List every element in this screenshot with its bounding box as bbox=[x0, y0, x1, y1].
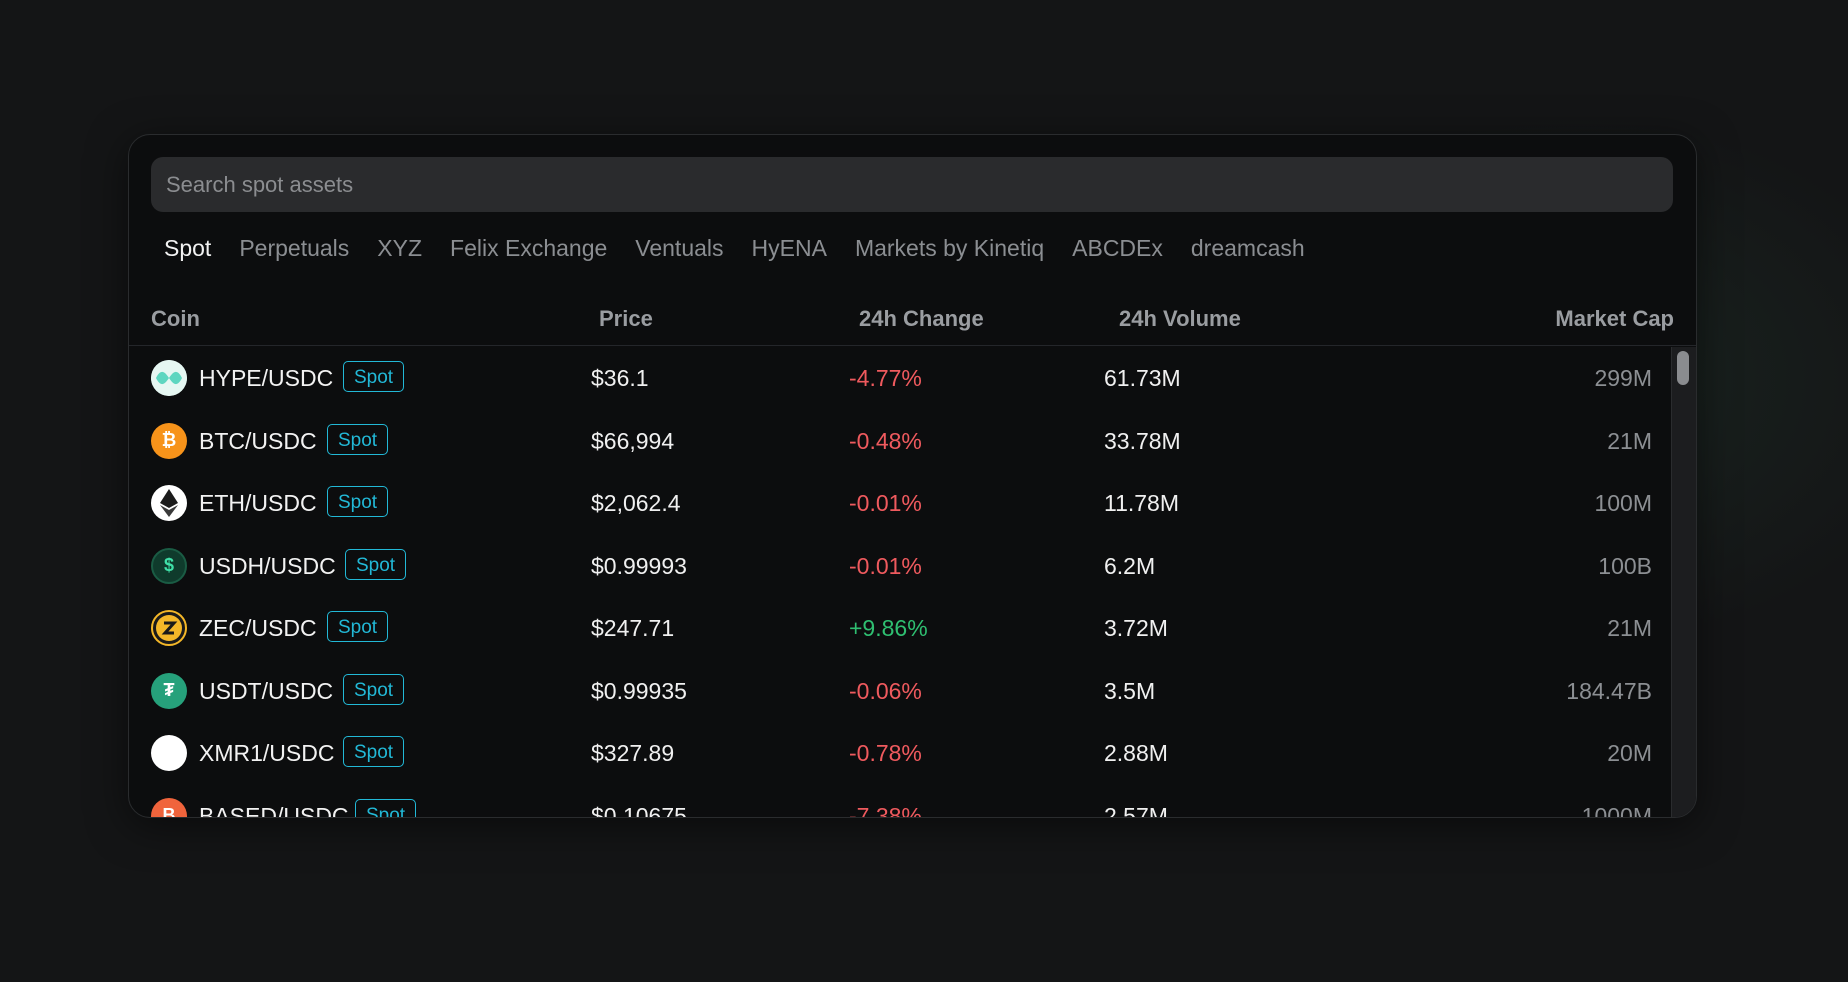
market-cap-value: 1000M bbox=[1581, 802, 1652, 818]
spot-badge: Spot bbox=[343, 673, 405, 705]
column-header-coin[interactable]: Coin bbox=[151, 306, 200, 331]
volume-value: 33.78M bbox=[1104, 427, 1181, 454]
table-row[interactable]: ETH/USDC Spot $2,062.4 -0.01% 11.78M 100… bbox=[129, 472, 1669, 535]
tab-abcdex[interactable]: ABCDEx bbox=[1072, 235, 1163, 261]
price-value: $2,062.4 bbox=[591, 490, 681, 516]
change-value: -0.01% bbox=[849, 490, 922, 516]
market-cap-value: 299M bbox=[1594, 365, 1652, 391]
change-value: -4.77% bbox=[849, 365, 922, 391]
table-row[interactable]: HYPE/USDC Spot $36.1 -4.77% 61.73M 299M bbox=[129, 347, 1669, 410]
tab-hyena[interactable]: HyENA bbox=[751, 235, 827, 261]
usdh-icon: $ bbox=[151, 547, 187, 584]
xmr-icon bbox=[151, 735, 187, 771]
market-cap-value: 100B bbox=[1598, 552, 1652, 579]
price-value: $36.1 bbox=[591, 365, 649, 391]
eth-icon bbox=[151, 485, 187, 521]
price-value: $0.99993 bbox=[591, 552, 687, 579]
price-value: $0.99935 bbox=[591, 677, 687, 704]
market-cap-value: 184.47B bbox=[1566, 677, 1652, 704]
column-header-24h-change[interactable]: 24h Change bbox=[859, 306, 984, 331]
price-value: $0.10675 bbox=[591, 802, 687, 818]
tab-perpetuals[interactable]: Perpetuals bbox=[239, 235, 350, 261]
hype-icon bbox=[151, 360, 187, 396]
table-scrollbar[interactable] bbox=[1671, 347, 1696, 817]
scrollbar-thumb[interactable] bbox=[1677, 351, 1689, 385]
price-value: $66,994 bbox=[591, 427, 675, 454]
volume-value: 3.5M bbox=[1104, 677, 1156, 704]
spot-badge: Spot bbox=[345, 548, 407, 580]
column-header-price[interactable]: Price bbox=[599, 306, 653, 331]
asset-table-body: HYPE/USDC Spot $36.1 -4.77% 61.73M 299M … bbox=[129, 347, 1669, 817]
table-row[interactable]: ₿ BTC/USDC Spot $66,994 -0.48% 33.78M 21… bbox=[129, 410, 1669, 473]
change-value: +9.86% bbox=[849, 615, 928, 641]
column-header-24h-volume[interactable]: 24h Volume bbox=[1119, 306, 1241, 331]
pair-name: HYPE/USDC bbox=[199, 365, 334, 391]
volume-value: 2.88M bbox=[1104, 740, 1168, 766]
btc-icon: ₿ bbox=[151, 422, 187, 459]
spot-badge: Spot bbox=[355, 798, 417, 817]
spot-badge: Spot bbox=[327, 611, 389, 642]
pair-name: ZEC/USDC bbox=[199, 615, 317, 641]
pair-name: BASED/USDC bbox=[199, 802, 349, 818]
tab-markets-by-kinetiq[interactable]: Markets by Kinetiq bbox=[854, 235, 1045, 261]
change-value: -7.38% bbox=[849, 802, 922, 818]
table-row[interactable]: ₮ USDT/USDC Spot $0.99935 -0.06% 3.5M 18… bbox=[129, 660, 1669, 723]
spot-badge: Spot bbox=[343, 361, 405, 392]
zec-icon bbox=[151, 610, 187, 646]
change-value: -0.06% bbox=[849, 677, 922, 704]
volume-value: 6.2M bbox=[1104, 552, 1156, 579]
tab-spot[interactable]: Spot bbox=[164, 235, 212, 261]
tab-felix-exchange[interactable]: Felix Exchange bbox=[450, 235, 608, 261]
table-row[interactable]: ZEC/USDC Spot $247.71 +9.86% 3.72M 21M bbox=[129, 597, 1669, 660]
tab-ventuals[interactable]: Ventuals bbox=[635, 235, 724, 261]
change-value: -0.48% bbox=[849, 427, 922, 454]
pair-name: ETH/USDC bbox=[199, 490, 317, 516]
table-header: Coin Price 24h Change 24h Volume Market … bbox=[129, 295, 1696, 346]
pair-name: XMR1/USDC bbox=[199, 740, 335, 766]
volume-value: 2.57M bbox=[1104, 802, 1168, 818]
price-value: $247.71 bbox=[591, 615, 675, 641]
table-row[interactable]: B BASED/USDC Spot $0.10675 -7.38% 2.57M … bbox=[129, 785, 1669, 818]
market-cap-value: 100M bbox=[1594, 490, 1652, 516]
based-icon: B bbox=[151, 797, 187, 817]
market-cap-value: 21M bbox=[1607, 427, 1652, 454]
market-tabs: Spot Perpetuals XYZ Felix Exchange Ventu… bbox=[164, 235, 1333, 262]
pair-name: USDH/USDC bbox=[199, 552, 336, 579]
volume-value: 11.78M bbox=[1104, 490, 1180, 516]
change-value: -0.01% bbox=[849, 552, 922, 579]
table-row[interactable]: $ USDH/USDC Spot $0.99993 -0.01% 6.2M 10… bbox=[129, 535, 1669, 598]
spot-assets-panel: Spot Perpetuals XYZ Felix Exchange Ventu… bbox=[128, 134, 1697, 818]
market-cap-value: 21M bbox=[1607, 615, 1652, 641]
search-input[interactable] bbox=[151, 157, 1673, 212]
pair-name: USDT/USDC bbox=[199, 677, 334, 704]
spot-badge: Spot bbox=[343, 736, 405, 767]
tab-dreamcash[interactable]: dreamcash bbox=[1190, 235, 1305, 261]
market-cap-value: 20M bbox=[1607, 740, 1652, 766]
volume-value: 61.73M bbox=[1104, 365, 1181, 391]
search-bar[interactable] bbox=[151, 157, 1673, 212]
spot-badge: Spot bbox=[327, 423, 389, 455]
change-value: -0.78% bbox=[849, 740, 922, 766]
volume-value: 3.72M bbox=[1104, 615, 1168, 641]
pair-name: BTC/USDC bbox=[199, 427, 317, 454]
tab-xyz[interactable]: XYZ bbox=[377, 235, 423, 261]
column-header-market-cap[interactable]: Market Cap bbox=[1555, 306, 1674, 331]
spot-badge: Spot bbox=[327, 486, 389, 517]
table-row[interactable]: XMR1/USDC Spot $327.89 -0.78% 2.88M 20M bbox=[129, 722, 1669, 785]
usdt-icon: ₮ bbox=[151, 672, 187, 709]
price-value: $327.89 bbox=[591, 740, 675, 766]
